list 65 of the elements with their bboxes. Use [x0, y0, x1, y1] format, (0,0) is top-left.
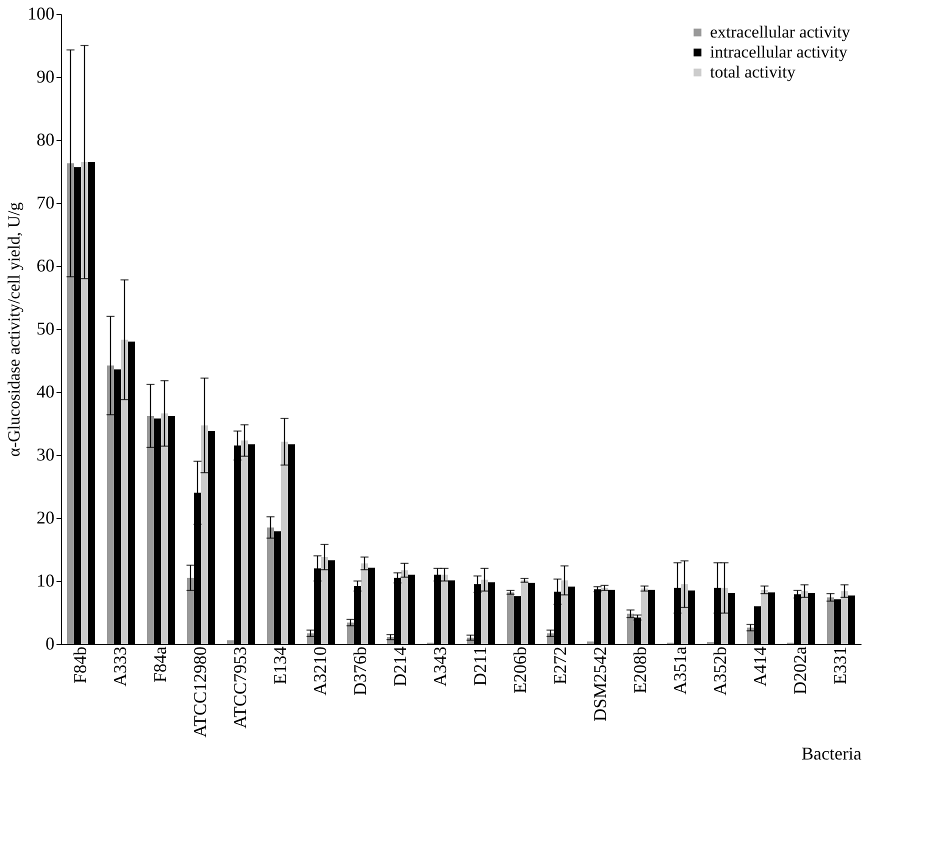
bar	[481, 580, 488, 644]
legend-label: intracellular activity	[710, 42, 848, 62]
y-tick-label: 70	[36, 192, 54, 212]
x-tick-label: E208b	[630, 646, 650, 694]
bar	[801, 591, 808, 644]
x-tick-label: E331	[830, 646, 850, 684]
bar	[601, 588, 608, 644]
bar	[281, 442, 288, 644]
bar	[161, 413, 168, 644]
x-tick-label: ATCC7953	[230, 646, 250, 729]
bar	[321, 557, 328, 644]
bar	[441, 574, 448, 644]
bar	[827, 597, 834, 644]
x-tick-label: F84a	[150, 646, 170, 682]
bar	[201, 425, 208, 644]
y-tick-label: 100	[28, 4, 54, 24]
legend-label: total activity	[710, 62, 796, 82]
x-tick-label: D214	[390, 646, 410, 686]
x-tick-label: A3210	[310, 646, 330, 696]
bar	[187, 578, 194, 644]
bar	[107, 366, 114, 644]
x-tick-label: A352b	[710, 646, 730, 696]
bar	[627, 614, 634, 644]
y-tick-label: 10	[36, 570, 54, 590]
x-tick-label: A343	[430, 646, 450, 686]
y-tick-label: 60	[36, 256, 54, 276]
bar	[721, 588, 728, 644]
x-tick-label: A333	[110, 646, 130, 686]
x-tick-label: A351a	[670, 646, 690, 694]
y-tick-label: 20	[36, 508, 54, 528]
bar	[227, 640, 234, 644]
legend-label: extracellular activity	[710, 22, 851, 42]
x-tick-label: E272	[550, 646, 570, 684]
x-tick-label: E134	[270, 646, 290, 684]
bar	[641, 588, 648, 644]
bar	[587, 641, 594, 644]
bar	[241, 440, 248, 644]
bar	[147, 416, 154, 644]
y-tick-label: 80	[36, 130, 54, 150]
bar	[347, 622, 354, 644]
bar	[681, 584, 688, 644]
x-tick-label: D202a	[790, 646, 810, 694]
y-tick-label: 50	[36, 318, 54, 338]
x-tick-label: D376b	[350, 646, 370, 696]
bar	[401, 570, 408, 644]
bar	[361, 563, 368, 644]
bar	[761, 590, 768, 644]
bar	[81, 162, 88, 644]
y-tick-label: 40	[36, 382, 54, 402]
bar	[267, 527, 274, 644]
x-tick-label: E206b	[510, 646, 530, 694]
bar	[561, 580, 568, 644]
y-tick-label: 0	[46, 634, 54, 654]
x-tick-label: ATCC12980	[190, 646, 210, 738]
x-axis-title: Bacteria	[802, 744, 862, 764]
x-tick-label: D211	[470, 646, 490, 686]
y-axis-title: α-Glucosidase activity/cell yield, U/g	[4, 202, 24, 457]
bar	[121, 340, 128, 644]
x-tick-label: F84b	[70, 646, 90, 684]
y-tick-label: 30	[36, 444, 54, 464]
y-tick-label: 90	[36, 66, 54, 86]
x-tick-label: DSM2542	[590, 646, 610, 722]
bar	[841, 591, 848, 644]
x-tick-label: A414	[750, 646, 770, 686]
bar	[67, 163, 74, 644]
